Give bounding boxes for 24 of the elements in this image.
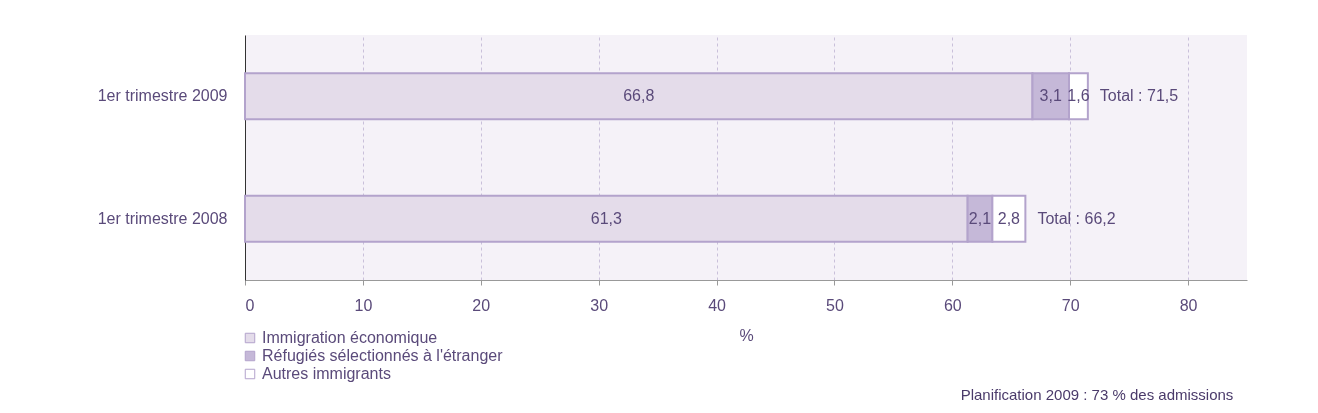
- y-tick-label: 1er trimestre 2009: [97, 87, 228, 105]
- y-tick-label: 1er trimestre 2008: [97, 209, 228, 227]
- total-label: Total : 66,2: [1037, 209, 1116, 227]
- x-tick-label: 70: [1061, 296, 1080, 314]
- x-tick-label: 40: [708, 296, 727, 314]
- data-label: 66,8: [623, 87, 655, 105]
- data-label: 2,8: [997, 209, 1021, 227]
- text: Planification 2009 : 73 % des admissions: [960, 386, 1234, 403]
- x-tick-label: 60: [943, 296, 962, 314]
- x-tick-label: 80: [1179, 296, 1198, 314]
- data-label: 3,1: [1039, 87, 1062, 105]
- x-tick-label: 0: [245, 296, 255, 314]
- x-tick-label: 30: [590, 296, 609, 314]
- legend-label: Réfugiés sélectionnés à l'étranger: [262, 347, 504, 364]
- data-label: 2,1: [968, 209, 992, 227]
- data-label: 1,6: [1067, 87, 1090, 105]
- data-label: 61,3: [590, 209, 622, 227]
- legend-label: Autres immigrants: [262, 365, 391, 382]
- x-tick-label: 50: [826, 296, 844, 314]
- total-label: Total : 71,5: [1099, 87, 1179, 105]
- x-tick-label: 20: [472, 296, 491, 314]
- x-tick-label: 10: [354, 296, 373, 314]
- x-axis-title: %: [739, 326, 754, 344]
- legend-label: Immigration économique: [262, 329, 438, 346]
